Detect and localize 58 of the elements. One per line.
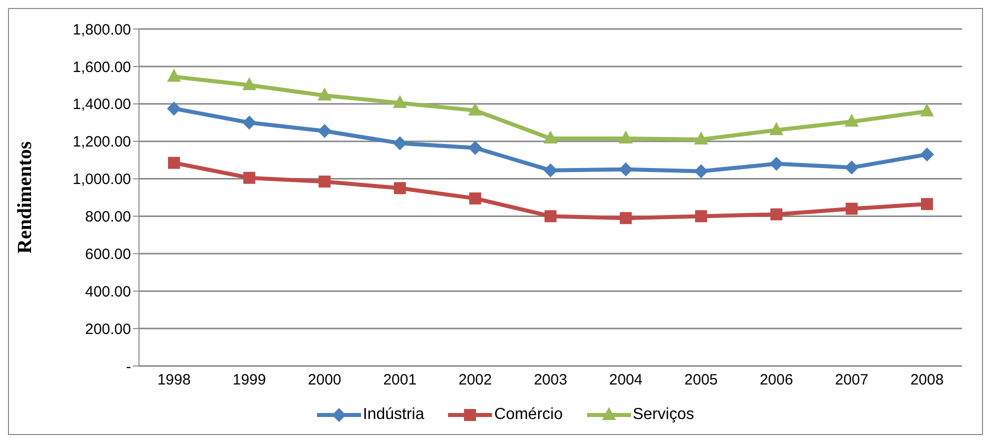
x-tick-label: 2001 <box>383 372 417 389</box>
point <box>318 176 331 188</box>
y-tick-label: 800.00 <box>85 208 131 226</box>
point <box>846 202 858 215</box>
point <box>920 147 934 162</box>
point <box>694 164 708 178</box>
point <box>618 162 633 176</box>
point <box>318 87 332 100</box>
x-tick-label: 2004 <box>609 372 642 389</box>
point <box>544 210 556 222</box>
x-tick-label: 2002 <box>458 372 492 389</box>
point <box>770 208 782 220</box>
legend-label: Serviços <box>632 406 694 424</box>
point <box>620 212 632 224</box>
y-tick-label: 1,600.00 <box>72 58 131 76</box>
point <box>243 172 256 184</box>
point <box>618 130 633 144</box>
x-tick-label: 2006 <box>760 372 794 389</box>
point <box>242 77 256 90</box>
y-tick-label: 1,000.00 <box>72 171 131 188</box>
x-tick-label: 2008 <box>910 372 944 389</box>
point <box>168 156 180 169</box>
point <box>468 140 482 155</box>
y-tick-label: 600.00 <box>85 246 131 263</box>
point <box>167 68 181 82</box>
x-tick-label: 2003 <box>534 372 568 389</box>
y-tick-label: 1,400.00 <box>72 96 131 114</box>
point <box>468 102 482 116</box>
x-tick-label: 2005 <box>684 372 718 389</box>
point <box>394 182 406 194</box>
y-tick-label: 200.00 <box>85 320 131 338</box>
x-tick-label: 1999 <box>232 372 266 389</box>
x-tick-label: 1998 <box>157 372 191 389</box>
point <box>769 156 784 171</box>
point <box>318 124 332 138</box>
point <box>694 131 708 144</box>
point <box>844 114 859 127</box>
point <box>921 198 933 210</box>
y-tick-label: 400.00 <box>85 283 131 300</box>
y-axis-title: Rendimentos <box>14 141 36 254</box>
legend-label: Indústria <box>362 406 424 424</box>
point <box>242 116 256 130</box>
y-tick-label: 1,800.00 <box>72 21 131 38</box>
point <box>469 192 482 204</box>
point <box>392 136 407 150</box>
x-tick-label: 2007 <box>835 372 868 389</box>
point <box>844 160 859 175</box>
point <box>695 210 708 222</box>
point <box>167 102 181 116</box>
y-tick-label: - <box>126 358 131 376</box>
legend-label: Comércio <box>494 406 563 424</box>
point <box>392 94 407 108</box>
y-tick-label: 1,200.00 <box>72 134 131 151</box>
point <box>544 163 558 178</box>
point <box>769 122 784 136</box>
point <box>920 103 934 116</box>
x-tick-label: 2000 <box>308 372 342 389</box>
point <box>544 130 558 144</box>
